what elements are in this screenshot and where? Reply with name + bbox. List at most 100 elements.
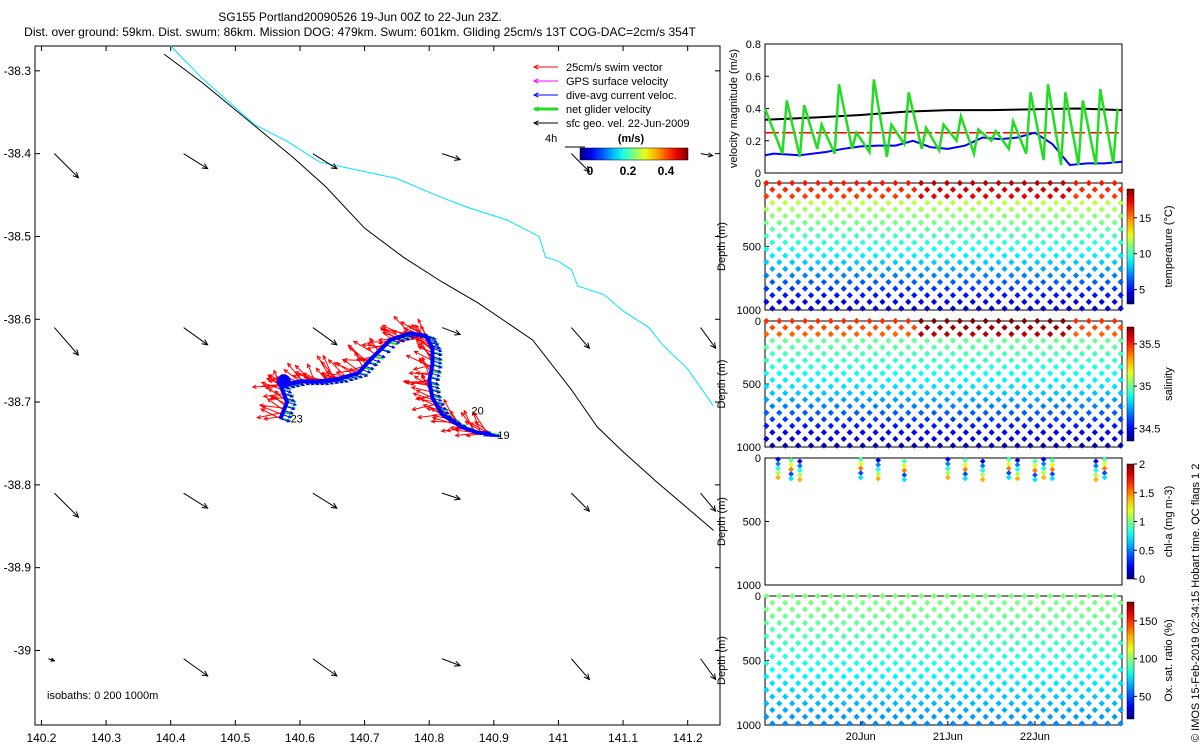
section-sample-point bbox=[982, 619, 989, 626]
section-sample-point bbox=[879, 396, 886, 403]
geo-velocity-arrow bbox=[571, 153, 590, 172]
section-sample-point bbox=[975, 653, 982, 660]
section-sample-point bbox=[1027, 363, 1034, 370]
section-sample-point bbox=[814, 396, 822, 403]
section-sample-point bbox=[763, 713, 770, 720]
section-sample-point bbox=[872, 680, 879, 687]
section-sample-point bbox=[995, 619, 1002, 626]
section-sample-point bbox=[1059, 422, 1067, 429]
section-sample-point bbox=[1104, 639, 1111, 647]
section-sample-point bbox=[898, 666, 905, 673]
section-sample-point bbox=[833, 599, 840, 606]
section-sample-point bbox=[769, 403, 776, 410]
section-sample-point bbox=[885, 376, 892, 384]
section-sample-point bbox=[1104, 693, 1111, 700]
section-sample-point bbox=[1091, 389, 1098, 397]
map-xtick-label: 140.2 bbox=[26, 731, 56, 745]
section-sample-point bbox=[846, 403, 853, 410]
section-sample-point bbox=[776, 592, 783, 600]
section-sample-point bbox=[1001, 403, 1008, 410]
section-sample-point bbox=[853, 700, 860, 707]
dive-avg-current-arrow-head bbox=[288, 390, 293, 394]
section-sample-point bbox=[956, 272, 963, 279]
section-sample-point bbox=[1040, 720, 1047, 727]
section-sample-point bbox=[827, 700, 834, 707]
section-sample-point bbox=[1027, 416, 1034, 423]
section-sample-point bbox=[1111, 219, 1118, 226]
section-sample-point bbox=[924, 680, 931, 687]
section-sample-point bbox=[1091, 639, 1098, 647]
dive-avg-current-arrow-head bbox=[496, 434, 501, 438]
section-sample-point bbox=[969, 673, 976, 680]
section-sample-point bbox=[1117, 613, 1124, 620]
section-sample-point bbox=[995, 396, 1002, 403]
dive-avg-current-arrow-head bbox=[367, 370, 372, 374]
section-sample-point bbox=[1117, 599, 1124, 606]
swim-vector-arrow bbox=[349, 346, 367, 365]
velocity-ytick-label: 0.6 bbox=[746, 71, 761, 83]
swim-vector-arrow-head bbox=[358, 356, 364, 361]
section-sample-point bbox=[962, 403, 969, 410]
swim-vector-arrow-head bbox=[413, 350, 419, 355]
section-sample-point bbox=[1078, 666, 1086, 673]
chl-sample-point bbox=[775, 474, 781, 481]
section-sample-point bbox=[1034, 245, 1041, 253]
section-sample-point bbox=[1047, 344, 1054, 351]
section-sample-point bbox=[918, 396, 925, 403]
section-sample-point bbox=[1008, 409, 1015, 416]
section-clabel: Ox. sat. ratio (%) bbox=[1163, 619, 1175, 702]
swim-vector-arrow-head bbox=[262, 393, 268, 399]
swim-vector-arrow-head bbox=[342, 357, 348, 363]
chl-sample-point bbox=[788, 471, 794, 477]
swim-vector-arrow-head bbox=[431, 416, 437, 421]
swim-vector-arrow-head bbox=[260, 381, 266, 386]
section-sample-point bbox=[827, 259, 834, 266]
dive-avg-current-arrow-head bbox=[344, 379, 349, 383]
section-sample-point bbox=[1065, 720, 1073, 727]
section-sample-point bbox=[1053, 252, 1060, 259]
swim-vector-arrow-head bbox=[454, 428, 460, 433]
section-sample-point bbox=[846, 693, 853, 700]
section-sample-point bbox=[879, 686, 886, 694]
section-colorbar-label: 0 bbox=[1139, 574, 1145, 586]
geo-velocity-arrow-head bbox=[72, 171, 80, 179]
section-sample-point bbox=[1085, 633, 1092, 640]
section-sample-point bbox=[872, 403, 879, 410]
swim-vector-arrow-head bbox=[361, 342, 367, 348]
section-sample-point bbox=[905, 633, 912, 640]
swim-vector-arrow-head bbox=[415, 371, 421, 376]
dive-avg-current-arrow-head bbox=[310, 381, 315, 386]
section-sample-point bbox=[930, 259, 938, 266]
section-sample-point bbox=[1040, 350, 1047, 357]
section-sample-point bbox=[905, 396, 912, 403]
section-sample-point bbox=[956, 633, 963, 640]
section-sample-point bbox=[1001, 613, 1008, 620]
section-sample-point bbox=[892, 659, 899, 667]
section-sample-point bbox=[898, 403, 905, 410]
section-sample-point bbox=[1104, 337, 1111, 344]
section-sample-point bbox=[885, 252, 892, 259]
section-sample-point bbox=[1098, 193, 1105, 200]
section-sample-point bbox=[801, 646, 809, 653]
dive-avg-current-arrow bbox=[434, 401, 445, 406]
swim-vector-arrow bbox=[416, 372, 431, 376]
section-sample-point bbox=[866, 646, 873, 653]
section-sample-point bbox=[1059, 259, 1067, 266]
section-sample-point bbox=[763, 396, 770, 403]
section-sample-point bbox=[795, 389, 802, 397]
section-sample-point bbox=[1098, 206, 1105, 213]
section-colorbar-label: 1 bbox=[1139, 517, 1145, 529]
section-sample-point bbox=[1053, 212, 1060, 220]
section-sample-point bbox=[905, 592, 912, 600]
geo-velocity-arrow-head bbox=[583, 165, 591, 173]
map-ytick-label: -39 bbox=[14, 643, 32, 657]
chl-sample-point bbox=[1014, 471, 1021, 477]
section-sample-point bbox=[1091, 350, 1098, 357]
section-ylabel: Depth (m) bbox=[716, 636, 728, 685]
swim-vector-arrow bbox=[362, 344, 384, 348]
chl-sample-point bbox=[788, 466, 794, 473]
section-sample-point bbox=[995, 383, 1002, 390]
section-sample-point bbox=[1085, 409, 1092, 416]
section-axes-box bbox=[764, 457, 1123, 586]
